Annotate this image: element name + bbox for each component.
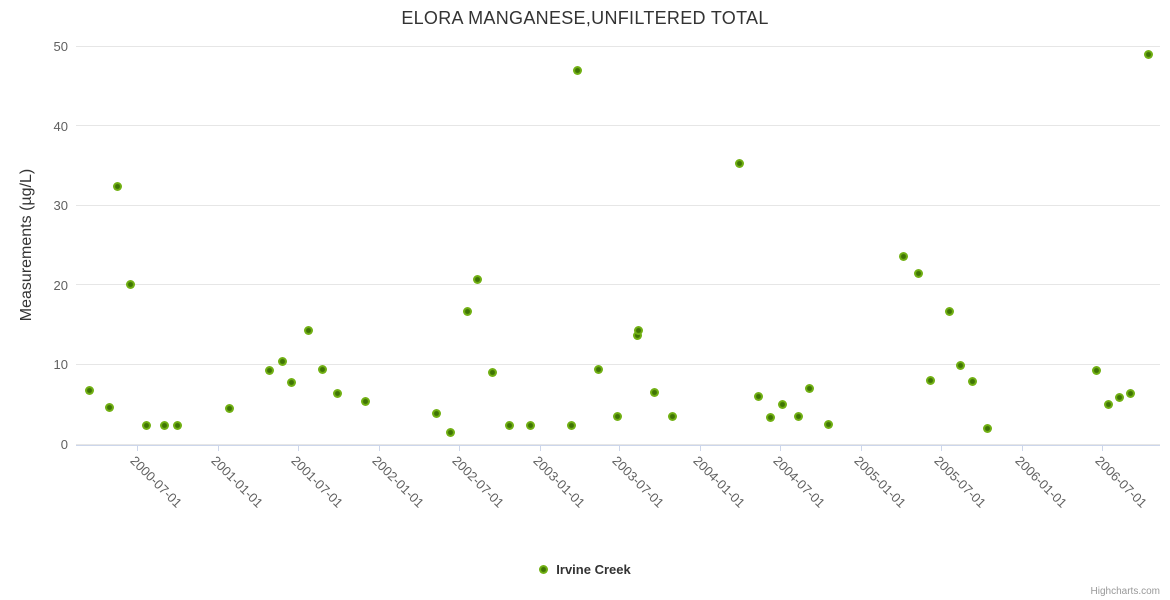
- x-tick-mark: [619, 445, 621, 451]
- data-point[interactable]: [525, 421, 535, 431]
- y-gridline: [76, 125, 1160, 127]
- x-tick-mark: [780, 445, 782, 451]
- data-point[interactable]: [104, 402, 114, 412]
- data-point[interactable]: [1144, 50, 1154, 60]
- data-point[interactable]: [504, 421, 514, 431]
- legend-label: Irvine Creek: [556, 562, 631, 577]
- x-tick-label: 2000-07-01: [127, 453, 186, 511]
- data-point[interactable]: [824, 419, 834, 429]
- x-tick-label: 2004-01-01: [690, 453, 749, 511]
- y-tick-label: 40: [53, 118, 68, 134]
- data-point[interactable]: [84, 386, 94, 396]
- x-tick-mark: [378, 445, 380, 451]
- credits-link[interactable]: Highcharts.com: [1090, 586, 1160, 597]
- x-tick-label: 2004-07-01: [770, 453, 829, 511]
- y-tick-label: 30: [53, 198, 68, 214]
- data-point[interactable]: [650, 387, 660, 397]
- x-tick-label: 2001-07-01: [288, 453, 346, 511]
- data-point[interactable]: [445, 427, 455, 437]
- x-tick-label: 2005-07-01: [931, 453, 990, 511]
- legend-marker-icon: [539, 565, 549, 574]
- x-tick-mark: [1101, 445, 1103, 451]
- x-tick-label: 2003-07-01: [609, 453, 668, 511]
- x-tick-mark: [539, 445, 541, 451]
- data-point[interactable]: [141, 421, 151, 431]
- x-tick-label: 2005-01-01: [851, 453, 910, 511]
- x-tick-label: 2002-07-01: [449, 453, 507, 511]
- x-tick-label: 2006-07-01: [1092, 453, 1150, 511]
- data-point[interactable]: [159, 421, 169, 431]
- data-point[interactable]: [303, 325, 313, 335]
- data-point[interactable]: [462, 307, 472, 317]
- data-point[interactable]: [925, 375, 935, 385]
- y-tick-label: 10: [53, 357, 68, 373]
- y-gridline: [76, 284, 1160, 286]
- data-point[interactable]: [913, 269, 923, 279]
- data-point[interactable]: [777, 399, 787, 409]
- y-tick-label: 20: [53, 277, 68, 293]
- x-tick-mark: [297, 445, 299, 451]
- data-point[interactable]: [360, 396, 370, 406]
- data-point[interactable]: [112, 182, 122, 192]
- data-point[interactable]: [765, 413, 775, 423]
- x-tick-label: 2006-01-01: [1012, 453, 1071, 511]
- data-point[interactable]: [632, 331, 642, 341]
- legend: Irvine Creek: [0, 562, 1170, 577]
- data-point[interactable]: [317, 365, 327, 375]
- y-tick-label: 0: [60, 437, 68, 452]
- x-tick-mark: [1022, 445, 1024, 451]
- data-point[interactable]: [735, 159, 745, 169]
- data-point[interactable]: [793, 411, 803, 421]
- y-tick-label: 50: [53, 39, 68, 54]
- data-point[interactable]: [473, 274, 483, 284]
- data-point[interactable]: [264, 366, 274, 376]
- x-tick-mark: [218, 445, 220, 451]
- x-tick-mark: [458, 445, 460, 451]
- data-point[interactable]: [667, 411, 677, 421]
- y-axis-title: Measurements (µg/L): [18, 168, 35, 322]
- x-tick-mark: [941, 445, 943, 451]
- data-point[interactable]: [1114, 393, 1124, 403]
- data-point[interactable]: [753, 391, 763, 401]
- chart-title: ELORA MANGANESE,UNFILTERED TOTAL: [401, 8, 769, 28]
- data-point[interactable]: [805, 383, 815, 393]
- x-tick-label: 2001-01-01: [208, 453, 267, 511]
- data-point[interactable]: [944, 306, 954, 316]
- data-point[interactable]: [125, 279, 135, 289]
- data-point[interactable]: [1103, 399, 1113, 409]
- data-point[interactable]: [566, 421, 576, 431]
- y-gridline: [76, 363, 1160, 365]
- x-tick-mark: [700, 445, 702, 451]
- x-tick-label: 2003-01-01: [530, 453, 588, 511]
- data-point[interactable]: [431, 409, 441, 419]
- x-tick-label: 2002-01-01: [369, 453, 427, 511]
- data-point[interactable]: [1091, 366, 1101, 376]
- data-point[interactable]: [277, 356, 287, 366]
- x-tick-mark: [861, 445, 863, 451]
- data-point[interactable]: [286, 378, 296, 388]
- data-point[interactable]: [224, 404, 234, 414]
- data-point[interactable]: [633, 326, 643, 336]
- y-gridline: [76, 45, 1160, 47]
- x-tick-mark: [137, 445, 139, 451]
- data-point[interactable]: [488, 367, 498, 377]
- x-axis-line: [76, 444, 1160, 446]
- data-point[interactable]: [968, 376, 978, 386]
- data-point[interactable]: [983, 423, 993, 433]
- data-point[interactable]: [332, 388, 342, 398]
- y-gridline: [76, 204, 1160, 206]
- data-point[interactable]: [172, 421, 182, 431]
- data-point[interactable]: [593, 364, 603, 374]
- data-point[interactable]: [572, 66, 582, 76]
- data-point[interactable]: [956, 361, 966, 371]
- y-gridline: [76, 443, 1160, 445]
- data-point[interactable]: [898, 252, 908, 262]
- data-point[interactable]: [612, 412, 622, 422]
- legend-item-irvine-creek[interactable]: Irvine Creek: [539, 562, 631, 577]
- data-point[interactable]: [1125, 389, 1135, 399]
